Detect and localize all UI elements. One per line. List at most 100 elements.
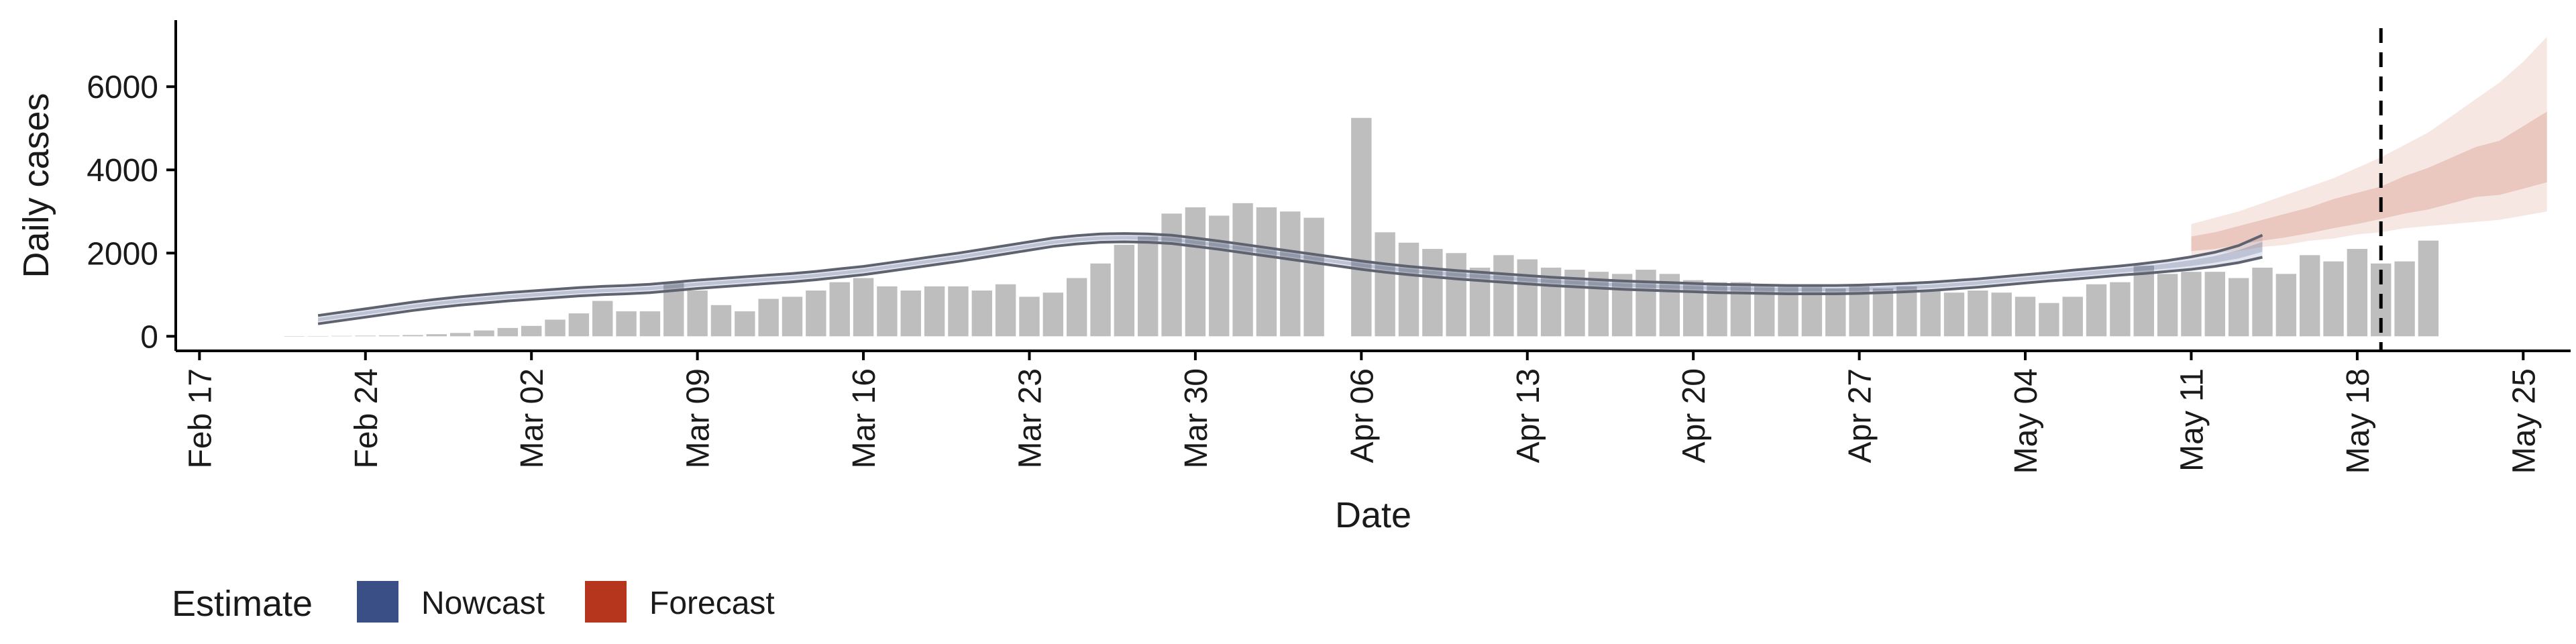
bar: [853, 278, 874, 337]
x-tick-label: Apr 06: [1344, 368, 1380, 463]
bar: [1446, 253, 1466, 337]
x-tick-label: Apr 27: [1843, 368, 1878, 463]
bar: [2110, 282, 2131, 337]
bar: [449, 333, 471, 337]
bar: [2039, 303, 2059, 337]
bar: [1825, 288, 1846, 337]
bar: [971, 290, 992, 337]
x-tick-label: Feb 24: [349, 368, 384, 468]
legend-label-forecast: Forecast: [649, 586, 775, 621]
bar: [2062, 297, 2083, 337]
bar: [1019, 297, 1040, 337]
bar: [1540, 267, 1562, 337]
x-tick-label: Mar 23: [1012, 368, 1048, 468]
bar: [1991, 292, 2012, 337]
bar: [2015, 297, 2036, 337]
bar: [2275, 274, 2297, 337]
bar: [806, 290, 826, 337]
bar: [616, 311, 637, 337]
bar: [545, 319, 566, 337]
bar: [474, 330, 494, 337]
bars-layer: [284, 117, 2439, 337]
x-tick-label: Apr 20: [1676, 368, 1712, 463]
bar: [1968, 290, 1988, 337]
bar: [639, 311, 661, 337]
bar: [1872, 288, 1894, 337]
bar: [1185, 207, 1206, 337]
bar: [995, 284, 1016, 337]
bar: [758, 299, 779, 337]
bar: [782, 297, 803, 337]
bar: [2086, 284, 2107, 337]
bar: [1256, 207, 1277, 337]
legend-swatch-nowcast: [357, 581, 398, 623]
y-tick-label: 6000: [87, 70, 158, 105]
bar: [2228, 278, 2249, 337]
bar: [355, 335, 376, 337]
bar: [2418, 240, 2439, 337]
bar: [402, 335, 423, 337]
bar: [948, 286, 969, 337]
bar: [2181, 272, 2202, 337]
bar: [1896, 286, 1917, 337]
bar: [1920, 290, 1941, 337]
bar: [2252, 267, 2273, 337]
x-tick-label: May 25: [2506, 368, 2542, 474]
bar: [568, 313, 590, 337]
bar: [1351, 117, 1372, 337]
bar: [1682, 280, 1704, 337]
bar: [2133, 265, 2154, 337]
bar: [284, 336, 305, 337]
bar: [2299, 255, 2320, 337]
bar: [1090, 263, 1111, 337]
x-ticks: Feb 17 Feb 24 Mar 02 Mar 09 Mar 16 Mar 23 Mar …: [182, 351, 2542, 474]
bar: [1588, 272, 1609, 337]
legend-swatch-forecast: [585, 581, 627, 623]
bar: [1375, 232, 1395, 337]
bar: [1635, 270, 1656, 337]
x-axis-title: Date: [1335, 495, 1411, 535]
bar: [1730, 282, 1752, 337]
x-tick-label: Apr 13: [1511, 368, 1546, 463]
bar: [1564, 270, 1585, 337]
lines-layer: [317, 232, 2263, 325]
bar: [687, 290, 708, 337]
bar: [1398, 242, 1419, 337]
legend-label-nowcast: Nowcast: [421, 586, 545, 621]
bar: [1138, 236, 1159, 337]
bar: [378, 335, 400, 337]
legend-title: Estimate: [172, 584, 313, 624]
bar: [497, 327, 519, 337]
forecast-band-50: [2191, 111, 2547, 252]
bar: [1943, 292, 1965, 337]
bar: [1209, 215, 1230, 337]
nowcast-upper-line: [317, 232, 2263, 317]
bar: [592, 301, 613, 337]
bar: [1042, 292, 1064, 337]
bar: [2157, 274, 2178, 337]
bar: [331, 335, 352, 337]
bar: [1659, 274, 1680, 337]
bar: [900, 290, 921, 337]
bar: [1493, 255, 1514, 337]
bar: [1611, 274, 1633, 337]
x-tick-label: Feb 17: [182, 368, 218, 468]
axes-layer: [174, 20, 2571, 352]
legend: Estimate Nowcast Forecast: [172, 581, 775, 624]
bar: [877, 286, 898, 337]
bar: [1422, 249, 1443, 337]
forecast-band-90: [2191, 36, 2547, 258]
bar: [2204, 272, 2225, 337]
bar: [426, 334, 447, 337]
bar: [1066, 278, 1087, 337]
bar: [1114, 244, 1135, 337]
y-tick-label: 2000: [87, 236, 158, 272]
x-tick-label: Mar 02: [515, 368, 550, 468]
bar: [2347, 249, 2368, 337]
bar: [1232, 203, 1253, 337]
bar: [521, 325, 542, 337]
bar: [1303, 217, 1324, 337]
x-tick-label: Mar 16: [847, 368, 882, 468]
bar: [307, 335, 329, 337]
bar: [829, 282, 850, 337]
